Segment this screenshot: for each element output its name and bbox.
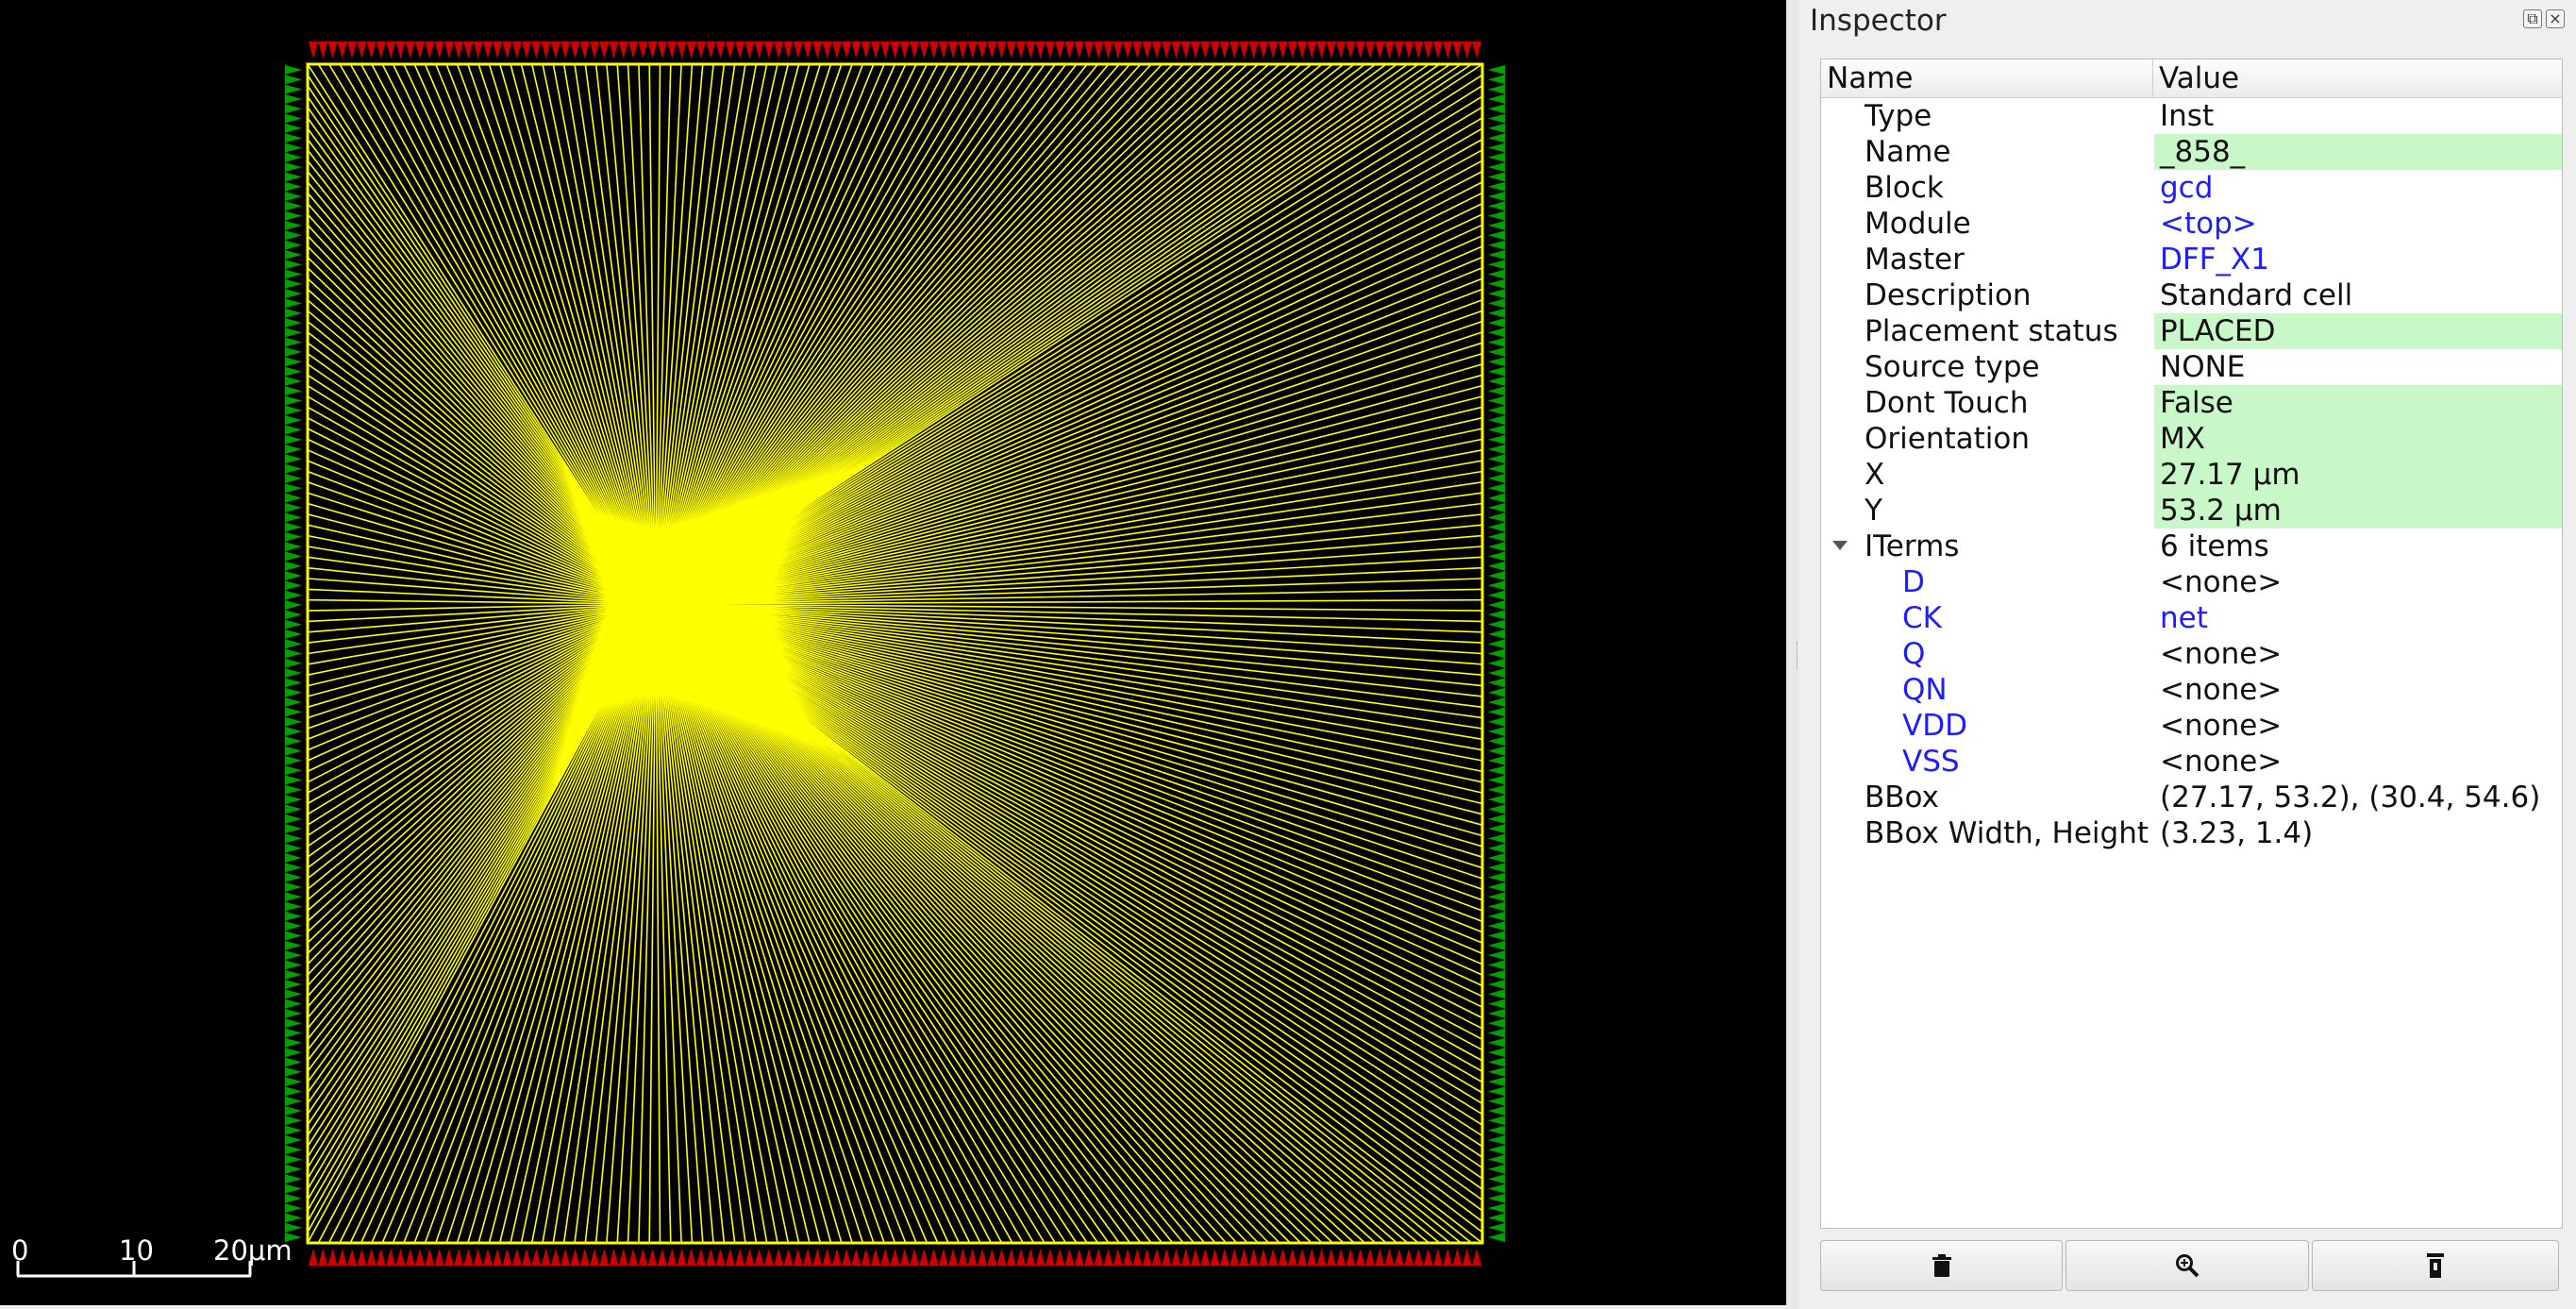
tree-header: Name Value	[1821, 59, 2562, 98]
scale-label-10: 10	[119, 1234, 154, 1267]
property-name[interactable]: D	[1902, 565, 1925, 599]
property-value: (3.23, 1.4)	[2160, 816, 2314, 850]
property-value: 6 items	[2160, 529, 2269, 563]
property-row[interactable]: Source type NONE	[1821, 349, 2562, 385]
property-name: Source type	[1865, 350, 2040, 384]
layout-view[interactable]: 0 10 20μm	[0, 0, 1786, 1305]
highlight-button[interactable]	[2312, 1240, 2559, 1291]
property-name: ITerms	[1865, 529, 1960, 563]
splitter-grip	[1797, 642, 1800, 670]
property-value: MX	[2154, 421, 2562, 457]
property-value: <none>	[2160, 673, 2283, 707]
iterm-row[interactable]: CK net	[1821, 600, 2562, 636]
property-name: BBox	[1865, 780, 1939, 814]
property-row[interactable]: Placement status PLACED	[1821, 313, 2562, 349]
property-row[interactable]: Name _858_	[1821, 134, 2562, 170]
property-value: Standard cell	[2160, 278, 2353, 312]
property-row[interactable]: Type Inst	[1821, 98, 2562, 134]
property-name: Type	[1865, 99, 1932, 133]
inspector-title: Inspector	[1810, 4, 1947, 38]
highlighter-icon	[2427, 1253, 2444, 1278]
property-row[interactable]: Description Standard cell	[1821, 277, 2562, 313]
zoom-icon	[2176, 1254, 2200, 1278]
iterm-row[interactable]: QN <none>	[1821, 672, 2562, 708]
scale-label-20: 20μm	[213, 1234, 293, 1267]
iterm-row[interactable]: VDD <none>	[1821, 708, 2562, 744]
property-value[interactable]: <top>	[2160, 207, 2257, 241]
property-name: Orientation	[1865, 422, 2031, 456]
io-pins-top-bottom	[309, 42, 1481, 1266]
property-name[interactable]: Q	[1902, 637, 1926, 671]
property-name: Name	[1865, 135, 1951, 169]
zoom-to-button[interactable]	[2066, 1240, 2309, 1291]
tree-rows: Type Inst Name _858_ Block gcd Module <top> Mast…	[1821, 98, 2562, 851]
scale-bar: 0 10 20μm	[11, 1234, 293, 1278]
property-value: Inst	[2160, 99, 2215, 133]
flight-line-bundle	[307, 63, 1483, 1244]
property-row[interactable]: Dont Touch False	[1821, 385, 2562, 421]
property-name: Dont Touch	[1865, 386, 2029, 420]
iterm-row[interactable]: Q <none>	[1821, 636, 2562, 672]
property-tree[interactable]: Name Value Type Inst Name _858_ Block gcd Modu…	[1820, 59, 2563, 1229]
iterm-row[interactable]: VSS <none>	[1821, 744, 2562, 780]
close-icon[interactable]: ×	[2546, 9, 2565, 28]
layout-canvas[interactable]: 0 10 20μm	[0, 0, 1786, 1305]
flight-lines	[307, 63, 1483, 1244]
property-value: False	[2154, 385, 2562, 421]
property-row[interactable]: Module <top>	[1821, 206, 2562, 242]
property-name[interactable]: VDD	[1902, 709, 1967, 743]
property-value: <none>	[2160, 565, 2283, 599]
property-value: 27.17 μm	[2154, 457, 2562, 493]
property-name: Module	[1865, 207, 1971, 241]
property-row[interactable]: Block gcd	[1821, 170, 2562, 206]
property-value: <none>	[2160, 745, 2283, 779]
die-boundary	[306, 62, 1484, 1245]
property-row[interactable]: Orientation MX	[1821, 421, 2562, 457]
property-value[interactable]: net	[2160, 601, 2208, 635]
property-name: X	[1865, 458, 1885, 492]
property-name[interactable]: VSS	[1902, 745, 1960, 779]
scale-label-0: 0	[11, 1234, 28, 1267]
property-value: _858_	[2154, 134, 2562, 170]
property-value: (27.17, 53.2), (30.4, 54.6)	[2160, 780, 2541, 814]
iterm-row[interactable]: D <none>	[1821, 564, 2562, 600]
property-row[interactable]: Y 53.2 μm	[1821, 493, 2562, 529]
property-name: Block	[1865, 171, 1944, 205]
property-name: BBox Width, Height	[1865, 816, 2149, 850]
property-row[interactable]: BBox (27.17, 53.2), (30.4, 54.6)	[1821, 780, 2562, 815]
property-name[interactable]: QN	[1902, 673, 1948, 707]
instance-hotspot[interactable]	[609, 562, 722, 646]
property-name: Placement status	[1865, 314, 2118, 348]
property-row[interactable]: Master DFF_X1	[1821, 242, 2562, 277]
inspector-panel: Inspector ⧉ × Name Value Type Inst Name _85…	[1798, 0, 2576, 1309]
delete-button[interactable]	[1820, 1240, 2063, 1291]
expand-arrow-icon[interactable]	[1832, 541, 1848, 550]
column-header-value[interactable]: Value	[2159, 61, 2240, 95]
property-value: <none>	[2160, 637, 2283, 671]
trash-icon	[1932, 1254, 1951, 1277]
property-row[interactable]: ITerms 6 items	[1821, 529, 2562, 564]
property-name: Master	[1865, 243, 1965, 277]
property-name[interactable]: CK	[1902, 601, 1942, 635]
column-header-name[interactable]: Name	[1821, 59, 2153, 97]
property-row[interactable]: X 27.17 μm	[1821, 457, 2562, 493]
property-value: <none>	[2160, 709, 2283, 743]
property-value: 53.2 μm	[2154, 493, 2562, 529]
property-value: NONE	[2160, 350, 2246, 384]
property-value[interactable]: gcd	[2160, 171, 2214, 205]
property-name: Y	[1865, 494, 1882, 528]
property-value[interactable]: DFF_X1	[2160, 243, 2269, 277]
float-icon[interactable]: ⧉	[2523, 9, 2542, 28]
property-name: Description	[1865, 278, 2032, 312]
property-row[interactable]: BBox Width, Height (3.23, 1.4)	[1821, 815, 2562, 851]
dock-splitter[interactable]	[1786, 0, 1798, 1309]
property-value: PLACED	[2154, 313, 2562, 349]
